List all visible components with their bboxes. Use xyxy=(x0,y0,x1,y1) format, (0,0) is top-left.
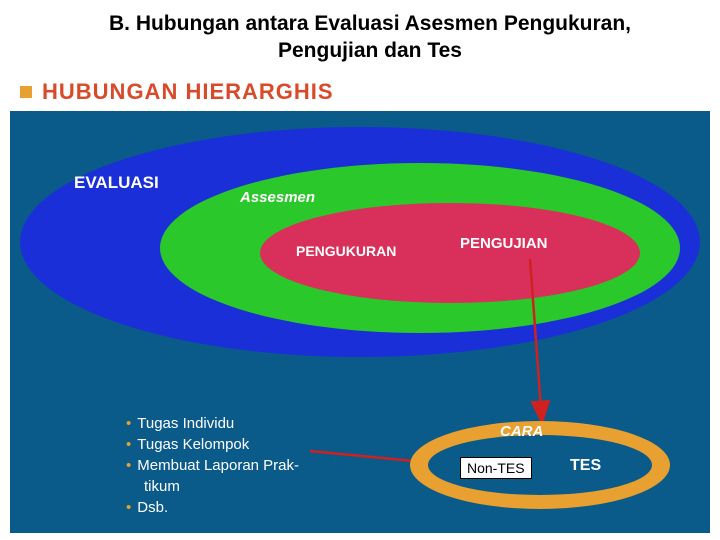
label-nontes: Non-TES xyxy=(460,457,532,479)
title-area: B. Hubungan antara Evaluasi Asesmen Peng… xyxy=(0,0,720,73)
bullet-list: •Tugas Individu•Tugas Kelompok•Membuat L… xyxy=(126,413,299,518)
arrow-pengujian-cara xyxy=(530,259,542,423)
label-tes: TES xyxy=(570,457,601,475)
label-cara: CARA xyxy=(500,423,543,440)
slide-title: B. Hubungan antara Evaluasi Asesmen Peng… xyxy=(60,10,680,65)
slide: B. Hubungan antara Evaluasi Asesmen Peng… xyxy=(0,0,720,540)
diagram-area: HUBUNGAN HIERARGHIS EVALUASI Assesmen PE… xyxy=(10,73,710,533)
